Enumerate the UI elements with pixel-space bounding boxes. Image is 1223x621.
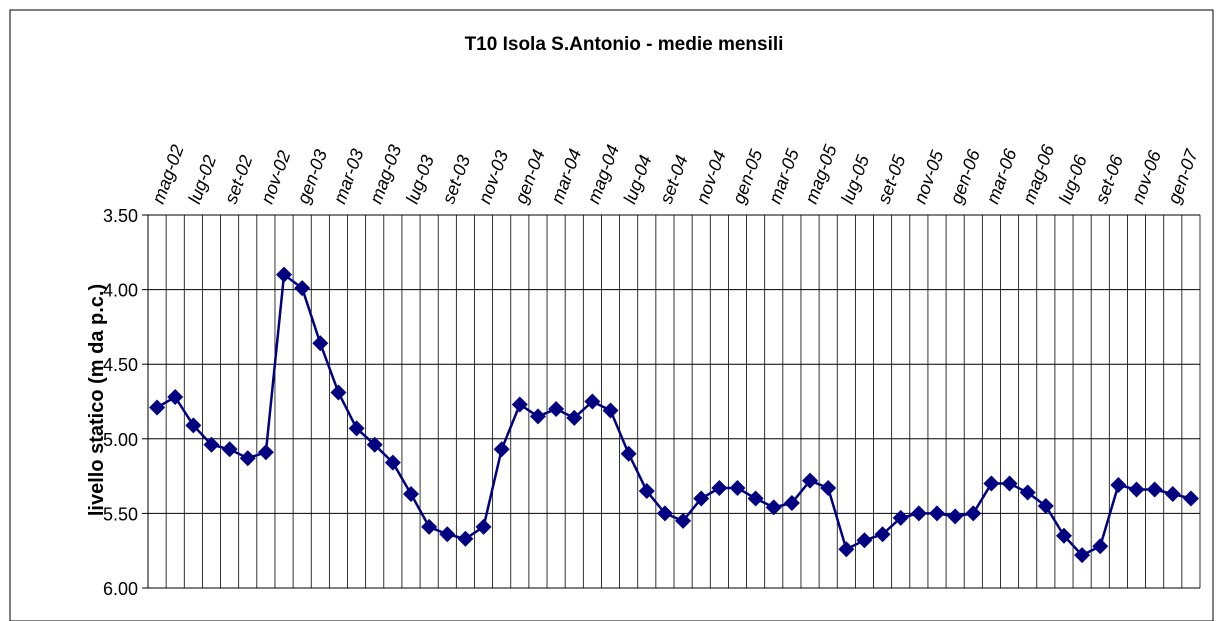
data-point [584,393,601,410]
data-point [294,280,311,297]
y-tick-label: 4.50 [103,355,138,375]
chart-title: T10 Isola S.Antonio - medie mensili [465,34,784,55]
data-point [403,486,419,503]
data-point [475,518,492,535]
data-point [820,480,837,497]
data-point [1128,481,1145,498]
data-point [1037,497,1054,514]
data-point [983,475,1000,492]
data-point [167,389,184,406]
data-point [1146,481,1163,498]
data-point [366,436,383,453]
data-point [1092,538,1109,555]
data-point [1074,547,1091,564]
data-point [1110,477,1127,494]
data-point [1001,475,1018,492]
data-point [348,420,365,437]
data-point [330,384,347,401]
data-point [511,396,528,413]
data-point [602,402,619,419]
data-point [221,441,238,458]
data-point [693,490,710,507]
data-point [1055,527,1072,544]
data-point [965,505,982,522]
data-point [457,530,474,547]
data-point [203,436,220,453]
data-point [638,483,655,500]
data-point [1164,486,1181,503]
data-point [656,505,673,522]
data-point [783,494,800,511]
data-line [156,272,1192,557]
y-tick-label: 6.00 [103,579,138,599]
data-point [910,505,927,522]
data-point [729,480,746,497]
data-point [384,454,401,471]
y-tick-label: 5.00 [103,430,138,450]
data-point [711,480,728,497]
data-point [439,526,456,543]
data-point [620,445,637,462]
data-point [747,490,764,507]
data-point [312,335,329,352]
data-point [257,444,274,461]
data-point [493,441,510,458]
data-point [1182,490,1199,507]
y-tick-label: 3.50 [103,206,138,226]
data-point [566,409,583,426]
data-point [874,526,891,543]
y-tick-label: 5.50 [103,504,138,524]
data-point [1019,484,1036,501]
data-point [185,417,202,434]
data-point [239,450,256,467]
data-point [892,509,909,526]
data-point [929,505,945,522]
data-point [802,472,819,489]
y-tick-label: 4.00 [103,281,138,301]
data-point [856,532,873,549]
data-point [548,400,565,417]
data-point [529,408,546,425]
data-point [675,512,692,529]
chart-frame [9,9,1214,621]
y-axis-label: livello statico (m da p.c.) [86,284,108,516]
data-point [947,508,964,525]
data-point [838,541,855,558]
data-point [765,499,782,516]
data-point [421,518,438,535]
data-point [276,266,293,283]
data-point [149,399,166,416]
